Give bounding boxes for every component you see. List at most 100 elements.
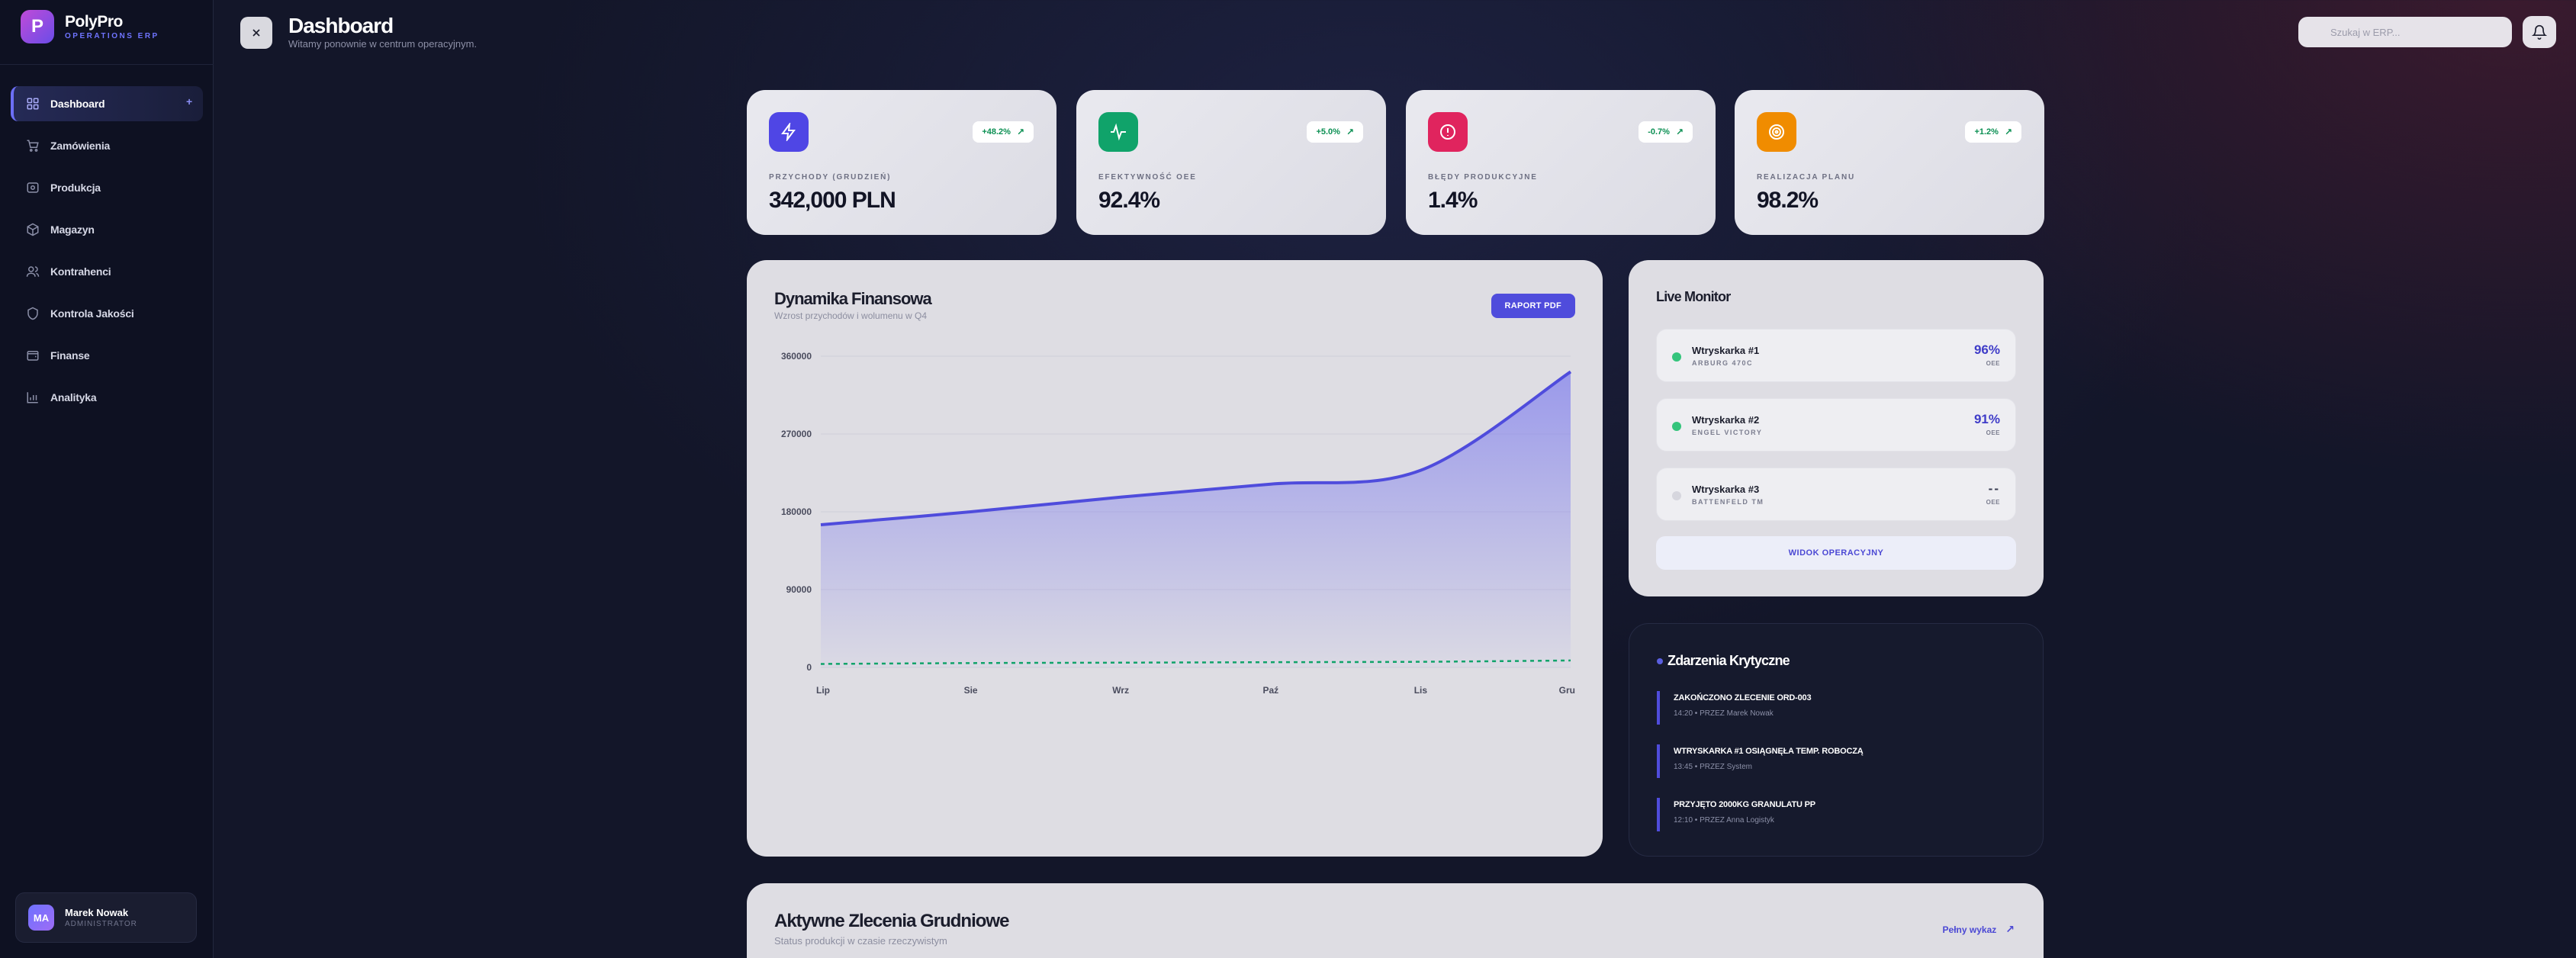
- volume-line: [820, 659, 1571, 665]
- live-monitor-card: Live Monitor Wtryskarka #1 ARBURG 470C 9…: [1629, 260, 2044, 596]
- operational-view-button[interactable]: WIDOK OPERACYJNY: [1656, 536, 2016, 570]
- event-item[interactable]: ZAKOŃCZONO ZLECENIE ORD-003 14:20 • PRZE…: [1657, 691, 1812, 725]
- machine-oee-value: 91%: [1973, 412, 2000, 426]
- kpi-card-plan[interactable]: +1.2% ↗ REALIZACJA PLANU 98.2%: [1735, 90, 2044, 235]
- close-button[interactable]: [240, 17, 272, 49]
- machine-model: ENGEL VICTORY: [1692, 429, 1763, 436]
- bar-chart-icon: [27, 392, 38, 403]
- kpi-card-errors[interactable]: -0.7% ↗ BŁĘDY PRODUKCYJNE 1.4%: [1406, 90, 1716, 235]
- finance-chart: 360000 270000 180000 90000 0 Lip Sie Wrz Paź Lis G…: [781, 351, 1575, 696]
- machine-row[interactable]: Wtryskarka #3 BATTENFELD TM -- OEE: [1656, 468, 2016, 521]
- close-icon: [252, 29, 260, 37]
- alert-icon: [1428, 112, 1468, 152]
- x-tick-label: Sie: [964, 685, 978, 696]
- sidebar-item-label: Analityka: [50, 391, 97, 403]
- users-icon: [26, 266, 40, 277]
- sidebar: P PolyPro OPERATIONS ERP Dashboard + Zam…: [0, 0, 214, 958]
- critical-events-card: Zdarzenia Krytyczne ZAKOŃCZONO ZLECENIE …: [1629, 623, 2044, 857]
- x-tick-label: Paź: [1262, 685, 1278, 696]
- kpi-trend-badge: +48.2% ↗: [973, 121, 1034, 143]
- pdf-report-button[interactable]: RAPORT PDF: [1491, 294, 1575, 318]
- cart-icon: [27, 140, 39, 152]
- kpi-value: 1.4%: [1428, 188, 1478, 213]
- sidebar-item-label: Zamówienia: [50, 140, 111, 152]
- sidebar-item-label: Magazyn: [50, 223, 95, 236]
- brand-logo: P: [21, 10, 54, 43]
- kpi-label: EFEKTYWNOŚĆ OEE: [1098, 173, 1197, 182]
- kpi-trend-badge: +1.2% ↗: [1965, 121, 2021, 143]
- event-title: WTRYSKARKA #1 OSIĄGNĘŁA TEMP. ROBOCZĄ: [1674, 747, 1864, 756]
- sidebar-item-orders[interactable]: Zamówienia: [11, 128, 203, 163]
- machine-oee-value: 96%: [1973, 342, 2000, 357]
- monitor-title: Live Monitor: [1656, 289, 1731, 304]
- page-subtitle: Witamy ponownie w centrum operacyjnym.: [288, 38, 478, 50]
- arrow-up-right-icon: ↗: [1675, 127, 1684, 137]
- sidebar-item-contractors[interactable]: Kontrahenci: [11, 254, 203, 289]
- notifications-button[interactable]: [2523, 16, 2556, 48]
- revenue-area: [821, 371, 1571, 667]
- wallet-icon: [27, 351, 39, 361]
- page-title: Dashboard: [288, 14, 394, 37]
- kpi-value: 92.4%: [1098, 188, 1160, 213]
- kpi-value: 98.2%: [1757, 188, 1819, 213]
- machine-oee-unit: OEE: [1986, 499, 2000, 506]
- event-item[interactable]: PRZYJĘTO 2000KG GRANULATU PP 12:10 • PRZ…: [1657, 798, 1815, 831]
- user-name: Marek Nowak: [65, 907, 129, 918]
- x-tick-label: Lip: [816, 685, 830, 696]
- kpi-trend-badge: +5.0% ↗: [1307, 121, 1363, 143]
- machine-row[interactable]: Wtryskarka #2 ENGEL VICTORY 91% OEE: [1656, 398, 2016, 452]
- sidebar-item-label: Finanse: [50, 349, 90, 362]
- sidebar-item-warehouse[interactable]: Magazyn: [11, 212, 203, 247]
- event-meta: 14:20 • PRZEZ Marek Nowak: [1674, 709, 1774, 718]
- event-meta: 12:10 • PRZEZ Anna Logistyk: [1674, 816, 1774, 825]
- avatar: MA: [28, 905, 54, 931]
- pulse-dot-icon: [1657, 658, 1663, 664]
- chart-title: Dynamika Finansowa: [774, 289, 932, 308]
- machine-name: Wtryskarka #2: [1692, 414, 1760, 426]
- kpi-trend-badge: -0.7% ↗: [1639, 121, 1693, 143]
- event-item[interactable]: WTRYSKARKA #1 OSIĄGNĘŁA TEMP. ROBOCZĄ 13…: [1657, 744, 1864, 778]
- brand-subtitle: OPERATIONS ERP: [65, 32, 159, 40]
- plus-icon: +: [186, 95, 192, 108]
- search-input[interactable]: [2298, 17, 2512, 47]
- bolt-icon: [769, 112, 809, 152]
- brand[interactable]: P PolyPro OPERATIONS ERP: [21, 10, 159, 43]
- events-title: Zdarzenia Krytyczne: [1667, 653, 1790, 668]
- target-icon: [1757, 112, 1796, 152]
- machine-oee-unit: OEE: [1986, 360, 2000, 367]
- sidebar-item-label: Kontrahenci: [50, 265, 111, 278]
- kpi-card-oee[interactable]: +5.0% ↗ EFEKTYWNOŚĆ OEE 92.4%: [1076, 90, 1386, 235]
- machine-row[interactable]: Wtryskarka #1 ARBURG 470C 96% OEE: [1656, 329, 2016, 382]
- arrow-up-right-icon: ↗: [1346, 127, 1354, 137]
- sidebar-item-analytics[interactable]: Analityka: [11, 380, 203, 415]
- x-tick-label: Wrz: [1112, 685, 1129, 696]
- sidebar-item-finance[interactable]: Finanse: [11, 338, 203, 373]
- active-orders-card: Aktywne Zlecenia Grudniowe Status produk…: [747, 883, 2044, 958]
- chart-subtitle: Wzrost przychodów i wolumenu w Q4: [774, 310, 928, 321]
- sidebar-item-dashboard[interactable]: Dashboard +: [11, 86, 203, 121]
- user-card[interactable]: MA Marek Nowak ADMINISTRATOR: [15, 892, 197, 943]
- kpi-label: REALIZACJA PLANU: [1757, 173, 1855, 182]
- status-dot: [1672, 491, 1681, 500]
- machine-oee-value: --: [1988, 481, 2000, 496]
- event-meta: 13:45 • PRZEZ System: [1674, 763, 1752, 771]
- event-title: ZAKOŃCZONO ZLECENIE ORD-003: [1674, 693, 1812, 702]
- kpi-card-revenue[interactable]: +48.2% ↗ PRZYCHODY (GRUDZIEŃ) 342,000 PLN: [747, 90, 1056, 235]
- machine-model: BATTENFELD TM: [1692, 498, 1764, 506]
- full-list-link[interactable]: Pełny wykaz ↗: [1942, 923, 2015, 935]
- machine-oee-unit: OEE: [1986, 429, 2000, 436]
- y-tick-label: 180000: [781, 506, 812, 517]
- machine-model: ARBURG 470C: [1692, 359, 1754, 367]
- revenue-line: [820, 370, 1572, 526]
- y-tick-label: 270000: [781, 429, 812, 439]
- machine-name: Wtryskarka #1: [1692, 345, 1760, 356]
- sidebar-item-quality[interactable]: Kontrola Jakości: [11, 296, 203, 331]
- sidebar-item-production[interactable]: Produkcja: [11, 170, 203, 205]
- y-tick-label: 0: [806, 662, 812, 673]
- orders-subtitle: Status produkcji w czasie rzeczywistym: [774, 935, 947, 947]
- finance-chart-card: Dynamika Finansowa Wzrost przychodów i w…: [747, 260, 1603, 857]
- user-role: ADMINISTRATOR: [65, 920, 137, 928]
- sidebar-nav: Dashboard + Zamówienia Produkcja Magazyn…: [11, 86, 203, 422]
- y-tick-label: 360000: [781, 351, 812, 362]
- box-icon: [27, 223, 39, 236]
